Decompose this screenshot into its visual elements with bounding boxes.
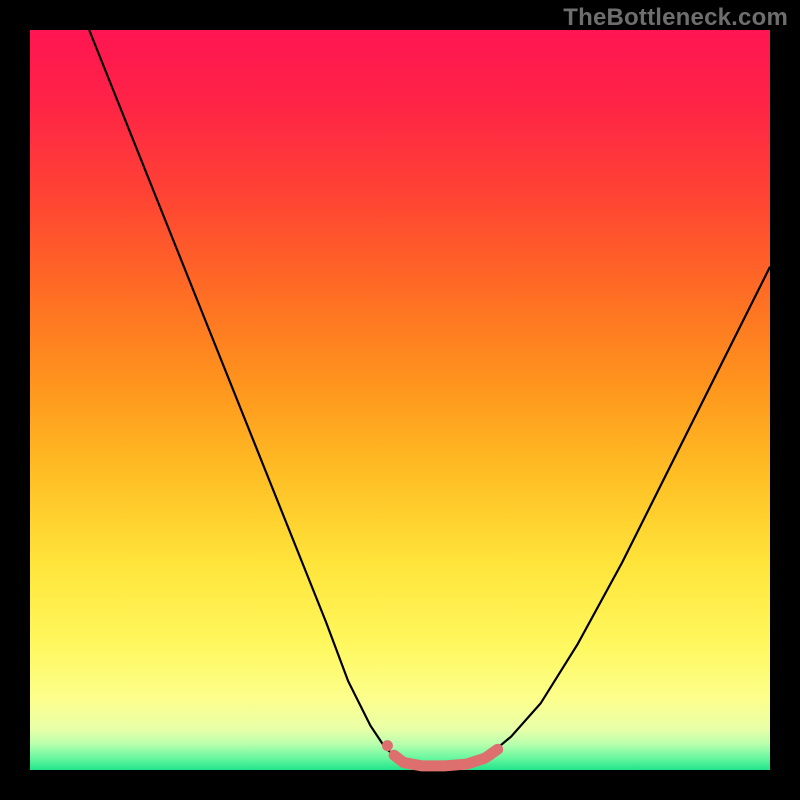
watermark-text: TheBottleneck.com <box>563 4 788 32</box>
chart-canvas: TheBottleneck.com <box>0 0 800 800</box>
plot-gradient-background <box>30 30 770 770</box>
optimal-range-start-dot <box>382 740 393 751</box>
bottleneck-chart <box>0 0 800 800</box>
